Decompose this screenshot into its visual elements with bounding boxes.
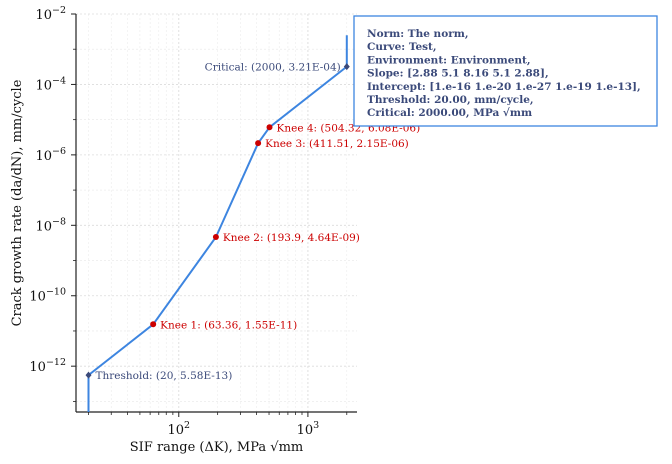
annotation-label: Threshold: (20, 5.58E-13) xyxy=(96,370,233,382)
axes: 102 103 10−12 10−10 10−8 10−6 10−4 10−2 xyxy=(29,5,357,438)
y-tick-label: 10−8 xyxy=(35,216,66,234)
series-line xyxy=(87,35,348,412)
annotation-marker xyxy=(343,63,350,71)
y-tick-label: 10−12 xyxy=(29,357,66,375)
annotation-marker xyxy=(266,124,273,131)
legend: Norm: The norm,Curve: Test,Environment: … xyxy=(353,15,658,127)
legend-line: Threshold: 20.00, mm/cycle, xyxy=(367,94,534,106)
annotation-label: Knee 3: (411.51, 2.15E-06) xyxy=(265,138,409,150)
grid xyxy=(76,13,357,412)
x-axis-label: SIF range (ΔK), MPa √mm xyxy=(130,440,303,455)
legend-line: Curve: Test, xyxy=(367,41,437,53)
y-tick-label: 10−6 xyxy=(35,146,66,164)
legend-line: Environment: Environment, xyxy=(367,54,531,66)
annotation-label: Knee 2: (193.9, 4.64E-09) xyxy=(223,232,360,244)
annotation-label: Critical: (2000, 3.21E-04) xyxy=(205,62,341,74)
annotation-label: Knee 1: (63.36, 1.55E-11) xyxy=(160,319,297,331)
annotation-marker xyxy=(255,140,262,147)
annotation-marker xyxy=(85,371,92,379)
annotation-marker xyxy=(212,234,219,241)
y-axis-label: Crack growth rate (da/dN), mm/cycle xyxy=(10,79,25,326)
series xyxy=(87,35,348,412)
x-tick-label: 102 xyxy=(167,420,190,438)
annotation-marker xyxy=(150,321,157,328)
legend-line: Slope: [2.88 5.1 8.16 5.1 2.88], xyxy=(367,68,549,80)
legend-line: Intercept: [1.e-16 1.e-20 1.e-27 1.e-19 … xyxy=(367,81,641,93)
y-tick-label: 10−2 xyxy=(35,5,66,23)
annotations: Threshold: (20, 5.58E-13) Knee 1: (63.36,… xyxy=(85,62,420,382)
y-tick-label: 10−10 xyxy=(29,287,66,305)
legend-line: Critical: 2000.00, MPa √mm xyxy=(367,107,532,119)
x-tick-label: 103 xyxy=(297,420,320,438)
y-tick-label: 10−4 xyxy=(35,75,66,93)
legend-line: Norm: The norm, xyxy=(367,28,469,40)
legend-box xyxy=(353,15,658,127)
